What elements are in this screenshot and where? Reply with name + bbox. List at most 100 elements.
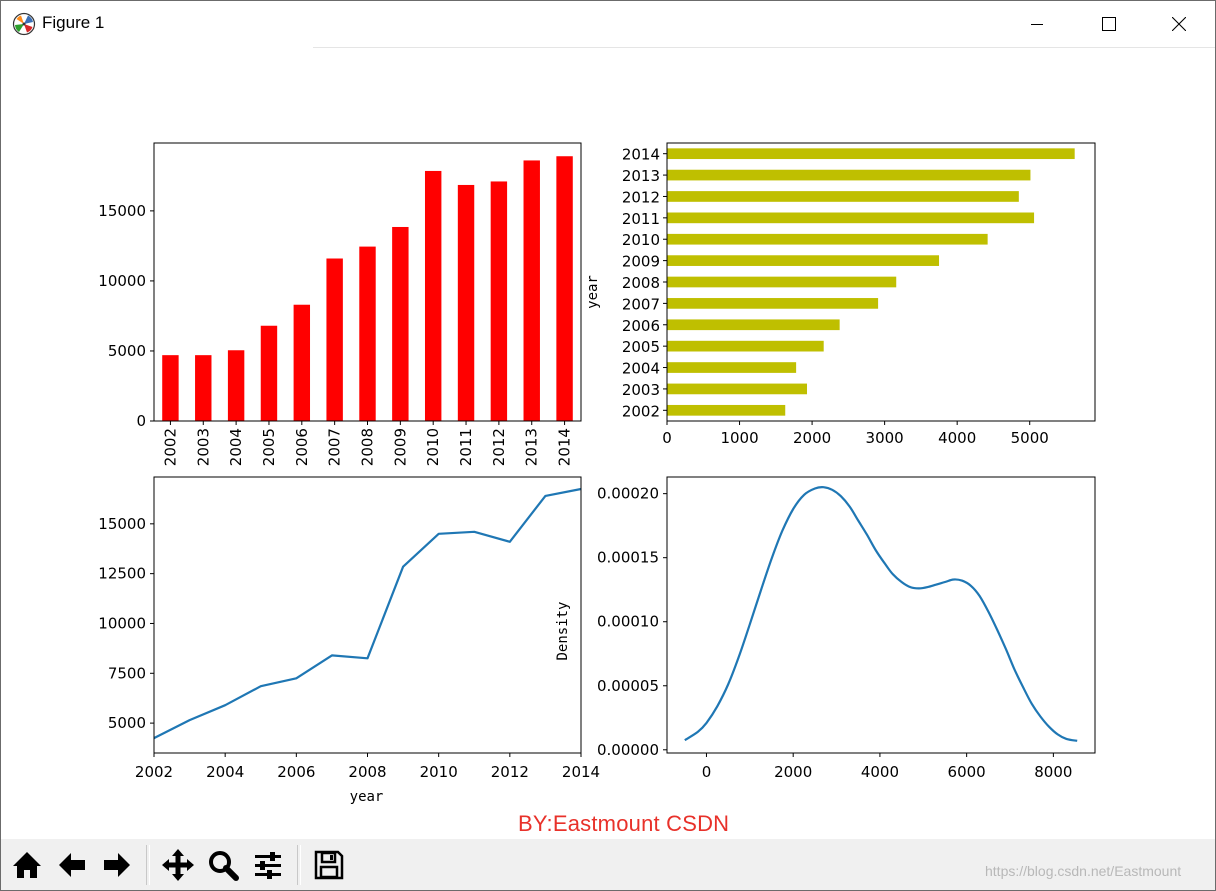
save-button[interactable] [309, 845, 349, 885]
y-tick-label: 2010 [622, 231, 660, 249]
y-tick-label: 5000 [108, 714, 146, 732]
maximize-icon [1102, 17, 1116, 31]
y-tick-label: 2011 [622, 210, 660, 228]
home-button[interactable] [7, 845, 47, 885]
series-line [153, 487, 582, 740]
x-tick-label: 2007 [326, 428, 344, 466]
x-tick-label: 2006 [293, 428, 311, 466]
bar-2006 [667, 319, 840, 331]
x-tick-label: 2005 [260, 428, 278, 466]
y-tick-label: 0.00000 [597, 741, 659, 759]
x-tick-label: 5000 [1011, 429, 1049, 447]
bar-2014 [556, 156, 573, 421]
bar-2002 [667, 404, 786, 416]
figure-canvas[interactable]: 2002 2003 2004 2005 2006 2007 2008 2009 2010 2011… [1, 48, 1215, 839]
x-tick-label: 2008 [348, 763, 386, 781]
axes-frame [153, 142, 582, 422]
density-curve [684, 486, 1078, 742]
y-tick-label: 2006 [622, 317, 660, 335]
bar-2008 [359, 246, 376, 421]
window-title: Figure 1 [42, 13, 105, 32]
bar-2011 [457, 184, 475, 421]
watermark-text: BY:Eastmount CSDN [518, 811, 730, 836]
x-tick-label: 4000 [938, 429, 976, 447]
x-tick-label: 3000 [866, 429, 904, 447]
x-tick-label: 2011 [457, 428, 475, 466]
x-axis-label: year [350, 789, 384, 805]
x-tick-label: 0 [702, 763, 712, 781]
matplotlib-logo-icon [12, 12, 36, 36]
bar-2012 [667, 191, 1019, 202]
y-tick-label: 2007 [622, 295, 660, 313]
minimize-button[interactable] [1001, 1, 1073, 47]
configure-subplots-icon [255, 852, 281, 879]
x-tick-label: 2014 [556, 428, 574, 466]
pan-button[interactable] [158, 845, 198, 885]
bar-2013 [523, 160, 540, 421]
y-tick-label: 15000 [98, 202, 146, 220]
back-button[interactable] [52, 845, 92, 885]
pan-icon [162, 849, 194, 881]
forward-button[interactable] [97, 845, 137, 885]
configure-subplots-button[interactable] [248, 845, 288, 885]
y-axis-label: Density [555, 601, 571, 660]
y-tick-label: 2002 [622, 402, 660, 420]
axes-frame [666, 142, 1096, 422]
axes-frame [153, 476, 582, 754]
bar-2014 [667, 148, 1075, 160]
x-tick-label: 0 [662, 429, 672, 447]
y-tick-label: 2012 [622, 188, 660, 206]
x-tick-label: 2000 [793, 429, 831, 447]
navigation-toolbar [1, 839, 1215, 890]
x-tick-label: 2006 [277, 763, 315, 781]
x-tick-label: 2009 [391, 428, 409, 466]
y-tick-label: 2004 [622, 360, 660, 378]
x-tick-label: 2010 [424, 428, 442, 466]
bar-2003 [195, 355, 212, 421]
x-tick-label: 2000 [774, 763, 812, 781]
bar-2009 [667, 255, 940, 266]
bar-2009 [392, 226, 409, 421]
x-tick-label: 2008 [359, 428, 377, 466]
y-tick-label: 10000 [98, 614, 146, 632]
x-tick-label: 2010 [420, 763, 458, 781]
x-tick-label: 2004 [206, 763, 244, 781]
toolbar-separator [146, 845, 150, 885]
y-tick-label: 10000 [98, 272, 146, 290]
maximize-button[interactable] [1073, 1, 1145, 47]
bar-2010 [667, 233, 988, 245]
y-tick-label: 2013 [622, 167, 660, 185]
bar-2013 [667, 169, 1031, 181]
x-tick-label: 2012 [491, 763, 529, 781]
x-tick-label: 2004 [227, 428, 245, 466]
y-tick-label: 0.00005 [597, 677, 659, 695]
x-tick-label: 2014 [562, 763, 600, 781]
y-tick-label: 0.00020 [597, 485, 659, 503]
x-tick-label: 8000 [1034, 763, 1072, 781]
save-icon [314, 850, 344, 880]
y-tick-label: 7500 [108, 664, 146, 682]
y-tick-label: 5000 [108, 342, 146, 360]
y-tick-label: 15000 [98, 515, 146, 533]
close-button[interactable] [1143, 1, 1215, 47]
zoom-button[interactable] [203, 845, 243, 885]
y-tick-label: 2014 [622, 146, 660, 164]
bar-2005 [260, 325, 278, 421]
bar-2011 [667, 212, 1035, 224]
title-bar[interactable]: Figure 1 [1, 1, 1215, 47]
y-tick-label: 0.00010 [597, 613, 659, 631]
y-tick-label: 2009 [622, 253, 660, 271]
bar-2010 [424, 170, 442, 421]
y-tick-label: 0 [136, 412, 146, 430]
bar-2002 [162, 355, 179, 421]
bar-2004 [667, 362, 797, 373]
x-tick-label: 2013 [523, 428, 541, 466]
toolbar-separator [297, 845, 301, 885]
axes-frame [666, 476, 1096, 754]
watermark-url: https://blog.csdn.net/Eastmount [985, 863, 1182, 879]
y-axis-label: year [585, 275, 601, 309]
bar-2012 [490, 181, 508, 421]
forward-arrow-icon [104, 853, 130, 877]
x-tick-label: 2002 [161, 428, 179, 466]
